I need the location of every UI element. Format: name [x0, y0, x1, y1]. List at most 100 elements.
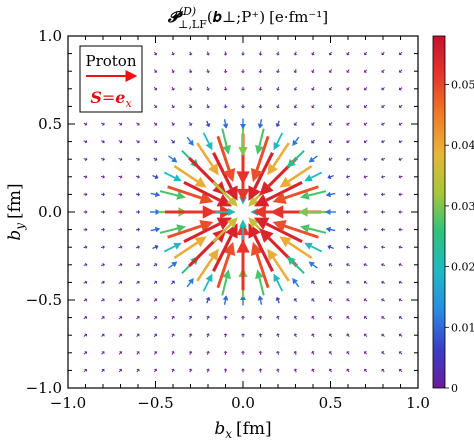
vector-arrow — [240, 333, 246, 338]
vector-arrow — [223, 333, 228, 338]
vector-arrow-shaft — [223, 299, 227, 305]
vector-arrow-head — [84, 368, 87, 372]
vector-arrow — [206, 51, 210, 56]
vector-arrow-head — [346, 298, 350, 302]
vector-arrow — [346, 316, 350, 320]
vector-arrow — [275, 104, 281, 109]
vector-arrow-head — [136, 351, 140, 354]
vector-arrow-shaft — [310, 245, 323, 253]
vector-arrow — [381, 209, 385, 215]
vector-arrow — [255, 269, 265, 296]
vector-arrow — [118, 368, 123, 373]
vector-arrow — [83, 315, 88, 320]
vector-arrow-head — [364, 87, 367, 91]
vector-arrow-head — [188, 122, 193, 126]
vector-arrow — [136, 351, 140, 355]
vector-arrow-head — [363, 280, 367, 285]
vector-arrow-shaft — [295, 352, 297, 355]
vector-arrow-head — [363, 262, 367, 267]
vector-arrow-head — [258, 368, 263, 371]
vector-arrow — [298, 207, 328, 217]
vector-arrow-head — [118, 368, 123, 372]
vector-arrow-shaft — [284, 185, 319, 200]
vector-arrow — [83, 122, 88, 126]
vector-arrow — [381, 104, 385, 109]
vector-arrow — [279, 236, 313, 260]
vector-arrow — [328, 157, 333, 162]
vector-arrow-head — [293, 105, 298, 109]
vector-arrow-shaft — [171, 104, 174, 107]
vector-arrow-shaft — [400, 104, 403, 107]
vector-arrow-shaft — [173, 241, 199, 260]
vector-arrow-shaft — [118, 299, 121, 302]
vector-arrow-head — [381, 351, 385, 355]
vector-arrow-head — [84, 333, 88, 337]
vector-arrow-head — [137, 262, 140, 267]
y-tick-labels: 1.0 0.5 0.0 −0.5 −1.0 — [26, 27, 62, 397]
vector-arrow — [293, 350, 298, 355]
vector-arrow — [171, 368, 175, 373]
vector-arrow-shaft — [258, 277, 265, 296]
vector-arrow-head — [171, 298, 175, 302]
vector-arrow — [346, 139, 350, 144]
vector-arrow-head — [250, 167, 263, 183]
vector-arrow-shaft — [330, 246, 334, 250]
vector-arrow-head — [267, 163, 278, 176]
vector-arrow-shaft — [382, 281, 386, 284]
vector-arrow-head — [329, 298, 332, 302]
vector-arrow — [100, 192, 105, 197]
vector-arrow-head — [381, 262, 384, 267]
vector-arrow-shaft — [153, 299, 156, 302]
vector-arrow-head — [293, 350, 298, 354]
vector-arrow-head — [286, 256, 296, 266]
vector-arrow — [363, 262, 368, 267]
vector-arrow — [328, 280, 333, 285]
vector-field — [83, 51, 403, 373]
vector-arrow-shaft — [83, 334, 86, 337]
vector-arrow-head — [240, 124, 246, 130]
vector-arrow — [188, 86, 193, 91]
vector-arrow — [311, 69, 315, 73]
vector-arrow-shaft — [382, 299, 385, 302]
vector-arrow — [222, 119, 229, 129]
vector-arrow-head — [292, 278, 298, 285]
vector-arrow-shaft — [295, 370, 297, 373]
vector-arrow-shaft — [347, 334, 350, 338]
vector-arrow-head — [176, 224, 186, 233]
vector-arrow-head — [136, 280, 140, 285]
vector-arrow-head — [381, 69, 385, 73]
vector-arrow — [135, 227, 140, 232]
x-tick-label: −1.0 — [50, 394, 86, 412]
vector-arrow-shaft — [136, 334, 139, 338]
vector-arrow-shaft — [83, 299, 86, 302]
vector-arrow-head — [102, 174, 105, 179]
vector-arrow-head — [84, 351, 87, 355]
vector-arrow — [346, 227, 351, 232]
vector-arrow — [240, 315, 246, 320]
vector-arrow-head — [248, 217, 260, 229]
vector-arrow — [100, 174, 105, 179]
y-tick-label: 0.0 — [38, 203, 62, 221]
vector-arrow-head — [236, 188, 250, 203]
vector-arrow — [153, 139, 158, 144]
x-tick-label: 1.0 — [406, 394, 430, 412]
vector-arrow-head — [399, 368, 402, 372]
vector-arrow-shaft — [277, 317, 280, 320]
vector-arrow — [83, 333, 88, 337]
vector-arrow — [101, 351, 105, 355]
vector-arrow — [381, 333, 385, 337]
vector-arrow — [216, 135, 236, 183]
vector-arrow-shaft — [196, 142, 214, 167]
vector-arrow — [308, 155, 318, 163]
vector-arrow — [311, 351, 315, 355]
vector-arrow — [223, 315, 228, 320]
vector-arrow — [135, 174, 140, 179]
vector-arrow — [136, 333, 140, 338]
vector-arrow — [188, 69, 193, 74]
vector-arrow-shaft — [253, 152, 274, 190]
vector-arrow-head — [205, 123, 211, 128]
vector-arrow — [398, 104, 403, 109]
vector-arrow-shaft — [171, 86, 174, 90]
vector-arrow-head — [259, 181, 274, 196]
vector-arrow-head — [298, 207, 308, 217]
